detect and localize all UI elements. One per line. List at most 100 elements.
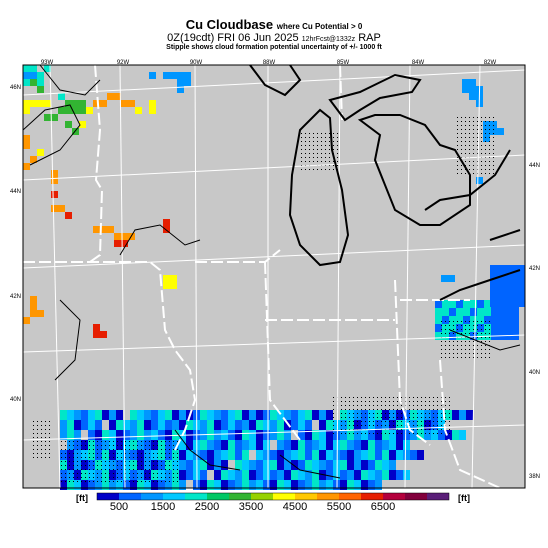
cloudbase-cell-south (249, 480, 256, 490)
cloudbase-cell-south (263, 460, 270, 470)
cloudbase-cell-south (396, 470, 403, 480)
cloudbase-cell-east (504, 279, 511, 286)
cloudbase-cell-south (95, 430, 102, 440)
cloudbase-cell-south (452, 430, 459, 440)
cloudbase-cell-east (435, 300, 442, 308)
cloudbase-cell-east (491, 316, 498, 324)
cloudbase-cell (100, 100, 107, 107)
cloudbase-cell-south (242, 470, 249, 480)
stipple-note: Stipple shows cloud formation potential … (166, 44, 382, 51)
cloudbase-cell-south (389, 450, 396, 460)
cloudbase-cell-south (326, 430, 333, 440)
cloudbase-cell-east (512, 324, 519, 332)
cloudbase-cell-south (186, 470, 193, 480)
cloudbase-cell-south (375, 480, 382, 490)
lake-outline (424, 149, 511, 211)
cloudbase-cell-east (518, 300, 525, 307)
lat-lon-grid (22, 424, 526, 441)
cloudbase-cell (72, 128, 79, 135)
cloudbase-cell (135, 107, 142, 114)
cloudbase-cell-south (151, 430, 158, 440)
cloudbase-cell-south (396, 440, 403, 450)
cloudbase-cell-south (466, 410, 473, 420)
cloudbase-cell (114, 93, 121, 100)
cloudbase-cell-south (389, 470, 396, 480)
cloudbase-cell (462, 86, 469, 93)
colorbar-tick-label: 4500 (282, 501, 308, 513)
cloudbase-cell (86, 107, 93, 114)
cloudbase-cell-south (249, 440, 256, 450)
lat-label-right: 38N (529, 474, 540, 480)
cloudbase-cell-south (354, 480, 361, 490)
title-main: Cu Cloudbase (185, 17, 274, 32)
cloudbase-cell-south (207, 480, 214, 490)
cloudbase-cell-south (235, 450, 242, 460)
colorbar-swatch (273, 493, 295, 500)
cloudbase-cell-south (270, 420, 277, 430)
cloudbase-cell-east (491, 324, 498, 332)
cloudbase-cell (177, 86, 184, 93)
lat-lon-grid (471, 64, 481, 489)
cloudbase-cell-east (484, 308, 491, 316)
cloudbase-cell-south (298, 470, 305, 480)
lat-lon-grid (336, 64, 341, 489)
cloudbase-cell-south (242, 460, 249, 470)
cloudbase-cell (37, 310, 44, 317)
cloudbase-cell-south (284, 420, 291, 430)
cloudbase-cell-south (242, 450, 249, 460)
cloudbase-cell (448, 275, 455, 282)
cloudbase-cell (163, 72, 170, 79)
cloudbase-cell-east (497, 279, 504, 286)
cloudbase-cell (107, 93, 114, 100)
cloudbase-cell-south (81, 420, 88, 430)
colorbar-tick-label: 2500 (194, 501, 220, 513)
cloudbase-cell-south (116, 430, 123, 440)
cloudbase-cell-south (228, 470, 235, 480)
cloudbase-cell (65, 100, 72, 107)
cloudbase-cell-south (256, 440, 263, 450)
cloudbase-cell-south (326, 420, 333, 430)
colorbar-tick-label: 3500 (238, 501, 264, 513)
cloudbase-cell-south (305, 440, 312, 450)
colorbar-swatch (383, 493, 405, 500)
cloudbase-cell-south (200, 460, 207, 470)
cloudbase-cell-south (256, 410, 263, 420)
colorbar-swatch (207, 493, 229, 500)
cloudbase-cell-south (277, 420, 284, 430)
cloudbase-cell-south (291, 420, 298, 430)
cloudbase-cell-east (498, 308, 505, 316)
lat-lon-grid (22, 244, 526, 269)
cloudbase-cell-east (511, 265, 518, 272)
lon-label: 84W (412, 60, 425, 66)
cloudbase-cell-east (498, 316, 505, 324)
cloudbase-cell-east (463, 300, 470, 308)
lon-label: 82W (484, 60, 497, 66)
cloudbase-cell-east (512, 316, 519, 324)
cloudbase-cell-south (81, 410, 88, 420)
cloudbase-cell (163, 219, 170, 226)
cloudbase-cell-south (200, 410, 207, 420)
cloudbase-cell (163, 275, 170, 282)
run-info-line: 0Z(19cdt) FRI 06 Jun 2025 12hrFcst@1332z… (0, 32, 548, 44)
cloudbase-cell-south (263, 430, 270, 440)
cloudbase-cell-south (179, 440, 186, 450)
cloudbase-cell-south (347, 440, 354, 450)
cloudbase-cell-south (109, 410, 116, 420)
cloudbase-cell-south (340, 440, 347, 450)
cloudbase-cell-south (347, 470, 354, 480)
state-border (394, 279, 431, 446)
cloudbase-cell-south (172, 420, 179, 430)
cloudbase-cell (65, 107, 72, 114)
cloudbase-cell-south (242, 440, 249, 450)
cloudbase-cell (23, 135, 30, 142)
cloudbase-cell-east (435, 316, 442, 324)
cloudbase-cell-south (165, 420, 172, 430)
cloudbase-cell-south (221, 410, 228, 420)
cloudbase-cell (30, 303, 37, 310)
cloudbase-cell-south (305, 430, 312, 440)
cloudbase-cell-east (497, 286, 504, 293)
cloudbase-cell-south (130, 430, 137, 440)
lon-label: 92W (117, 60, 130, 66)
cloudbase-cell-south (144, 430, 151, 440)
cloudbase-cell-south (319, 410, 326, 420)
